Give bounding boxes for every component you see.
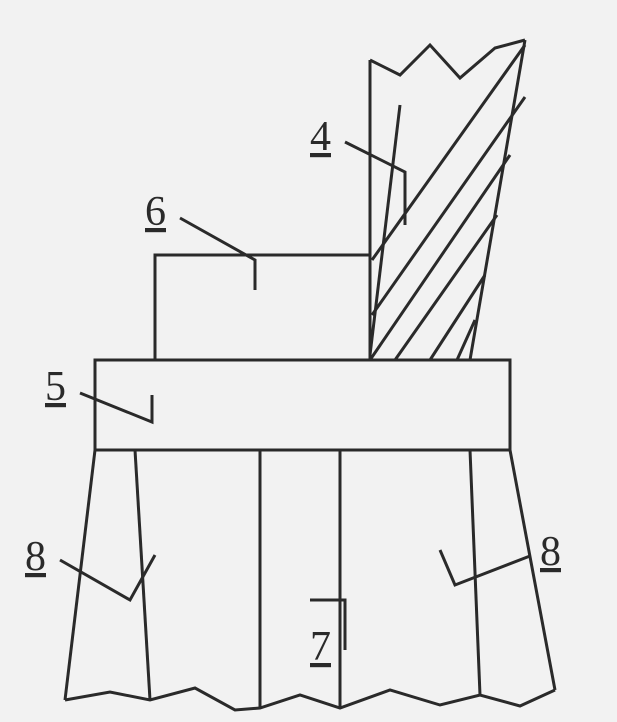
label-7: 7 — [310, 624, 331, 670]
label-5: 5 — [45, 364, 66, 410]
label-8R: 8 — [540, 529, 561, 575]
label-8L: 8 — [25, 534, 46, 580]
label-6: 6 — [145, 189, 166, 235]
label-4: 4 — [310, 114, 331, 160]
